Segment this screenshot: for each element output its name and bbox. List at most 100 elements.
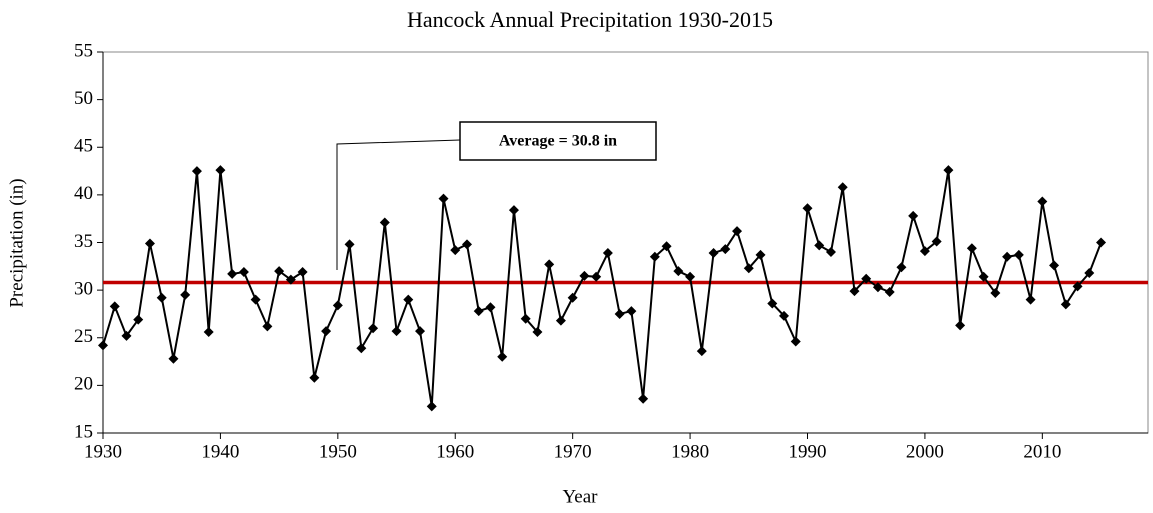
data-point (532, 327, 543, 338)
data-point (438, 193, 449, 204)
x-tick-label: 1990 (788, 441, 826, 462)
x-tick-label: 1980 (671, 441, 709, 462)
data-point (732, 226, 743, 237)
data-point (238, 267, 249, 278)
data-point (708, 247, 719, 258)
data-point (262, 321, 273, 332)
data-point (931, 236, 942, 247)
x-tick-label: 1950 (319, 441, 357, 462)
y-tick-label: 30 (74, 278, 93, 299)
data-point (1025, 294, 1036, 305)
data-point (896, 262, 907, 273)
data-point (1060, 299, 1071, 310)
y-axis-label: Precipitation (in) (6, 178, 27, 307)
data-point (473, 306, 484, 317)
data-point (191, 166, 202, 177)
data-point (415, 326, 426, 337)
data-point (555, 315, 566, 326)
data-point (579, 270, 590, 281)
data-point (779, 310, 790, 321)
data-point (1084, 267, 1095, 278)
data-point (955, 320, 966, 331)
data-point (626, 306, 637, 317)
plot-frame (102, 51, 1149, 434)
x-axis-label: Year (562, 486, 598, 507)
data-point (250, 294, 261, 305)
data-point (297, 267, 308, 278)
y-tick-label: 55 (74, 40, 93, 61)
data-point (227, 268, 238, 279)
x-tick-label: 1960 (436, 441, 474, 462)
data-point (990, 287, 1001, 298)
data-point (567, 292, 578, 303)
data-point (98, 340, 108, 351)
chart-title: Hancock Annual Precipitation 1930-2015 (407, 7, 773, 32)
annotation-box (459, 121, 657, 161)
data-point (966, 243, 977, 254)
data-point (144, 238, 155, 249)
data-point (978, 271, 989, 282)
data-point (180, 289, 191, 300)
data-point (274, 266, 285, 277)
data-point (837, 182, 848, 193)
x-tick-label: 2000 (906, 441, 944, 462)
data-point (215, 165, 226, 176)
data-point (344, 239, 355, 250)
data-point (203, 327, 214, 338)
data-point (332, 300, 343, 311)
y-tick-label: 15 (74, 421, 93, 442)
data-point (391, 326, 402, 337)
data-point (121, 330, 132, 341)
y-tick-label: 20 (74, 374, 93, 395)
data-point (168, 353, 179, 364)
data-point (461, 239, 472, 250)
data-point (802, 203, 813, 214)
data-point (661, 241, 672, 252)
x-tick-label: 1930 (84, 441, 122, 462)
data-point (1037, 196, 1048, 207)
data-point (133, 314, 144, 325)
callout-line (336, 139, 461, 270)
data-point (602, 247, 613, 258)
data-point (825, 247, 836, 258)
data-point (403, 294, 414, 305)
y-tick-label: 45 (74, 136, 93, 157)
data-point (696, 346, 707, 357)
x-tick-label: 2010 (1023, 441, 1061, 462)
data-point (884, 287, 895, 298)
data-point (919, 246, 930, 257)
annotation: Average = 30.8 in (499, 133, 617, 150)
y-tick-label: 35 (74, 231, 93, 252)
data-point (379, 217, 390, 228)
data-point (309, 372, 320, 383)
data-point (356, 343, 367, 354)
data-point (755, 249, 766, 260)
y-tick-label: 25 (74, 326, 93, 347)
data-point (485, 302, 496, 313)
data-point (638, 393, 649, 404)
data-point (1096, 237, 1107, 248)
data-point (720, 244, 731, 255)
data-point (1002, 251, 1013, 262)
data-point (861, 273, 872, 284)
data-point (426, 401, 437, 412)
data-point (814, 240, 825, 251)
data-line (102, 169, 1102, 407)
data-point (614, 308, 625, 319)
data-point (943, 165, 954, 176)
data-point (544, 259, 555, 270)
data-point (908, 210, 919, 221)
y-tick-label: 40 (74, 183, 93, 204)
data-point (1013, 249, 1024, 260)
data-point (790, 336, 801, 347)
data-point (649, 251, 660, 262)
x-tick-label: 1940 (201, 441, 239, 462)
data-point (767, 298, 778, 309)
y-tick-label: 50 (74, 88, 93, 109)
data-point (285, 274, 296, 285)
data-point (685, 271, 696, 282)
data-point (497, 351, 508, 362)
data-point (743, 263, 754, 274)
data-point (368, 323, 379, 334)
